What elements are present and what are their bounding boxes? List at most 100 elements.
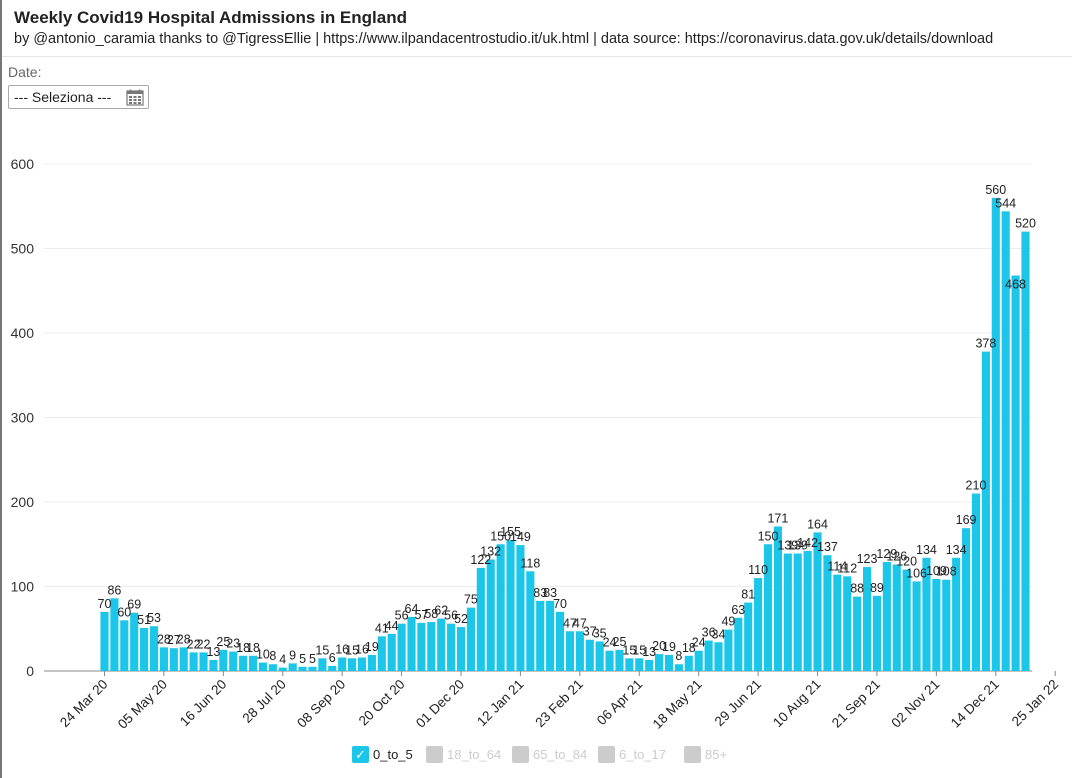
bar[interactable] bbox=[853, 596, 862, 671]
bar[interactable] bbox=[793, 553, 802, 671]
bar[interactable] bbox=[833, 574, 842, 671]
bar[interactable] bbox=[645, 660, 654, 671]
bar[interactable] bbox=[763, 544, 773, 671]
bar[interactable] bbox=[912, 581, 921, 671]
legend-checkbox-icon[interactable] bbox=[684, 746, 701, 763]
legend-checkbox-icon[interactable] bbox=[598, 746, 615, 763]
bar[interactable] bbox=[189, 652, 198, 671]
bar[interactable] bbox=[496, 544, 505, 671]
bar[interactable] bbox=[595, 641, 604, 671]
bar[interactable] bbox=[1001, 211, 1010, 671]
bar[interactable] bbox=[536, 600, 545, 671]
date-select[interactable]: --- Seleziona --- bbox=[8, 85, 149, 109]
calendar-icon[interactable] bbox=[126, 89, 144, 109]
bar[interactable] bbox=[100, 611, 109, 671]
bar[interactable] bbox=[348, 658, 357, 671]
bar[interactable] bbox=[714, 642, 723, 671]
bar[interactable] bbox=[526, 571, 535, 671]
bar[interactable] bbox=[258, 662, 268, 671]
bar[interactable] bbox=[546, 600, 555, 671]
bar[interactable] bbox=[615, 649, 624, 671]
bar[interactable] bbox=[991, 197, 1000, 672]
bar[interactable] bbox=[248, 655, 258, 671]
bar[interactable] bbox=[962, 528, 971, 671]
bar[interactable] bbox=[447, 623, 456, 671]
bar[interactable] bbox=[981, 351, 990, 671]
bar[interactable] bbox=[843, 576, 852, 671]
bar[interactable] bbox=[130, 612, 139, 671]
bar[interactable] bbox=[110, 598, 119, 671]
bar[interactable] bbox=[655, 654, 664, 671]
bar[interactable] bbox=[318, 658, 327, 671]
bar[interactable] bbox=[397, 623, 406, 671]
bar[interactable] bbox=[308, 666, 317, 671]
bar[interactable] bbox=[288, 663, 297, 671]
bar[interactable] bbox=[268, 664, 277, 671]
bar[interactable] bbox=[783, 553, 792, 671]
bar[interactable] bbox=[862, 567, 872, 671]
bar[interactable] bbox=[120, 620, 129, 671]
bar[interactable] bbox=[773, 526, 782, 671]
bar[interactable] bbox=[635, 658, 644, 671]
bar[interactable] bbox=[456, 627, 466, 671]
bar[interactable] bbox=[387, 633, 396, 671]
bar[interactable] bbox=[159, 647, 168, 671]
bar[interactable] bbox=[932, 578, 941, 671]
bar[interactable] bbox=[209, 660, 218, 671]
bar[interactable] bbox=[1011, 275, 1020, 671]
bar[interactable] bbox=[417, 622, 426, 671]
bar[interactable] bbox=[803, 551, 812, 671]
bar[interactable] bbox=[664, 654, 674, 671]
bar[interactable] bbox=[179, 647, 188, 671]
bar[interactable] bbox=[823, 555, 832, 671]
bar[interactable] bbox=[169, 648, 178, 671]
bar[interactable] bbox=[565, 631, 575, 671]
legend-checkbox-icon[interactable] bbox=[512, 746, 529, 763]
bar[interactable] bbox=[605, 650, 614, 671]
bar[interactable] bbox=[407, 616, 416, 671]
bar[interactable] bbox=[149, 626, 159, 671]
bar[interactable] bbox=[674, 664, 683, 671]
bar[interactable] bbox=[278, 667, 287, 671]
bar[interactable] bbox=[952, 557, 961, 671]
bar[interactable] bbox=[892, 564, 901, 671]
bar[interactable] bbox=[199, 652, 208, 671]
bar[interactable] bbox=[367, 654, 376, 671]
bar[interactable] bbox=[239, 655, 248, 671]
bar[interactable] bbox=[486, 559, 495, 671]
bar[interactable] bbox=[625, 658, 634, 671]
bar[interactable] bbox=[882, 561, 891, 671]
legend-check-icon[interactable]: ✓ bbox=[352, 746, 369, 763]
bar[interactable] bbox=[427, 621, 436, 671]
bar[interactable] bbox=[902, 569, 911, 671]
bar[interactable] bbox=[575, 631, 584, 671]
bar[interactable] bbox=[140, 627, 149, 671]
bar[interactable] bbox=[476, 567, 485, 671]
bar[interactable] bbox=[466, 607, 475, 671]
bar[interactable] bbox=[298, 666, 307, 671]
bar[interactable] bbox=[437, 618, 446, 671]
bar[interactable] bbox=[971, 493, 981, 671]
bar[interactable] bbox=[694, 650, 703, 671]
bar[interactable] bbox=[516, 545, 525, 671]
bar[interactable] bbox=[734, 617, 743, 671]
bar[interactable] bbox=[357, 657, 367, 671]
bar[interactable] bbox=[754, 578, 763, 671]
bar[interactable] bbox=[377, 636, 386, 671]
bar[interactable] bbox=[328, 665, 337, 671]
bar[interactable] bbox=[229, 651, 238, 671]
bar[interactable] bbox=[219, 649, 228, 671]
bar[interactable] bbox=[555, 611, 565, 671]
bar[interactable] bbox=[1021, 231, 1030, 671]
bar[interactable] bbox=[813, 532, 822, 671]
bar[interactable] bbox=[338, 657, 347, 671]
legend-checkbox-icon[interactable] bbox=[426, 746, 443, 763]
bar[interactable] bbox=[704, 640, 713, 671]
bar[interactable] bbox=[724, 629, 733, 671]
bar[interactable] bbox=[506, 540, 515, 671]
bar[interactable] bbox=[872, 595, 882, 671]
bar[interactable] bbox=[922, 557, 931, 671]
bar[interactable] bbox=[942, 579, 951, 671]
bar[interactable] bbox=[744, 602, 753, 671]
bar[interactable] bbox=[585, 639, 594, 671]
